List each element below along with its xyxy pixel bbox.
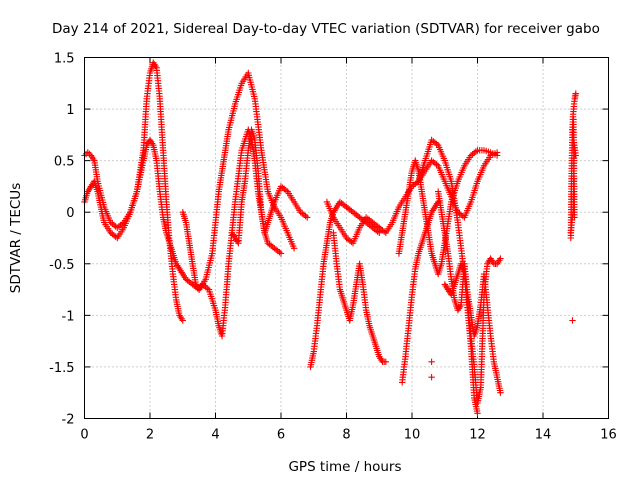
x-axis-label: GPS time / hours bbox=[288, 459, 401, 475]
x-tick-label: 0 bbox=[80, 428, 88, 443]
data-point bbox=[571, 214, 578, 221]
x-tick-label: 4 bbox=[211, 428, 219, 443]
data-point bbox=[497, 389, 504, 396]
y-tick-label: -0.5 bbox=[49, 258, 74, 273]
data-point bbox=[474, 410, 481, 417]
y-tick-labels: -2 -1.5 -1 -0.5 0 0.5 1 1.5 bbox=[49, 52, 74, 428]
data-point bbox=[428, 374, 435, 381]
x-tick-label: 12 bbox=[469, 428, 486, 443]
x-tick-labels: 0 2 4 6 8 10 12 14 16 bbox=[80, 428, 616, 443]
data-point bbox=[493, 152, 501, 159]
data-point bbox=[497, 255, 504, 262]
data-point bbox=[179, 317, 186, 324]
data-point bbox=[428, 358, 435, 365]
y-tick-label: 1 bbox=[66, 103, 74, 118]
y-tick-label: 0 bbox=[66, 206, 74, 221]
x-tick-label: 8 bbox=[342, 428, 350, 443]
y-tick-label: 1.5 bbox=[54, 52, 75, 67]
data-point bbox=[304, 214, 311, 221]
axis-ticks bbox=[84, 57, 609, 419]
y-tick-label: -2 bbox=[62, 413, 75, 428]
x-tick-label: 16 bbox=[600, 428, 617, 443]
y-tick-label: -1 bbox=[62, 309, 75, 324]
x-tick-label: 6 bbox=[277, 428, 285, 443]
x-tick-label: 2 bbox=[146, 428, 154, 443]
x-tick-label: 14 bbox=[535, 428, 552, 443]
chart-title: Day 214 of 2021, Sidereal Day-to-day VTE… bbox=[52, 21, 600, 37]
y-tick-label: 0.5 bbox=[54, 155, 75, 170]
y-tick-label: -1.5 bbox=[49, 361, 74, 376]
data-points bbox=[81, 59, 579, 417]
grid-lines bbox=[84, 57, 609, 419]
x-tick-label: 10 bbox=[404, 428, 421, 443]
plot-frame bbox=[84, 57, 609, 419]
data-point bbox=[382, 358, 389, 365]
data-point bbox=[572, 90, 579, 97]
data-point bbox=[277, 250, 285, 257]
data-point bbox=[569, 317, 576, 324]
y-axis-label: SDTVAR / TECUs bbox=[8, 183, 24, 293]
data-point bbox=[290, 245, 298, 252]
